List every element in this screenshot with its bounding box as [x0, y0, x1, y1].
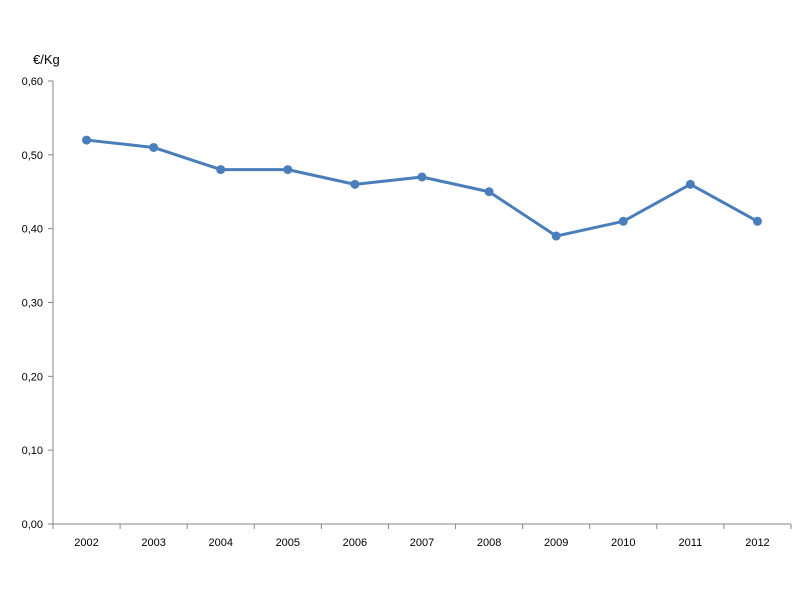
data-point	[82, 135, 92, 145]
data-point	[417, 172, 427, 182]
y-axis-label: €/Kg	[33, 52, 60, 67]
y-tick-label: 0,50	[22, 150, 43, 162]
axes	[52, 81, 791, 525]
series-group	[82, 135, 762, 241]
y-tick-label: 0,60	[22, 76, 43, 88]
data-point	[283, 165, 293, 175]
y-tick-label: 0,00	[22, 519, 43, 531]
data-point	[618, 216, 628, 226]
data-point	[484, 187, 494, 197]
x-tick-label: 2007	[410, 537, 434, 549]
x-tick-label: 2004	[208, 537, 232, 549]
y-ticks: 0,00 0,10 0,20 0,30 0,40 0,50 0,60	[22, 76, 53, 531]
x-tick-label: 2012	[745, 537, 769, 549]
data-point	[149, 142, 159, 152]
x-tick-label: 2011	[679, 537, 703, 549]
x-tick-label: 2006	[343, 537, 367, 549]
x-tick-label: 2010	[611, 537, 635, 549]
data-point	[685, 179, 695, 189]
data-point	[752, 216, 762, 226]
x-tick-label: 2008	[477, 537, 501, 549]
y-tick-label: 0,30	[22, 298, 43, 310]
y-tick-label: 0,20	[22, 371, 43, 383]
x-tick-label: 2009	[544, 537, 568, 549]
series-line	[85, 138, 759, 238]
data-point	[216, 165, 226, 175]
data-point	[551, 231, 561, 241]
x-tick-label: 2005	[276, 537, 300, 549]
data-point	[350, 179, 360, 189]
y-tick-label: 0,40	[22, 224, 43, 236]
x-tick-label: 2002	[74, 537, 98, 549]
x-tick-label: 2003	[141, 537, 165, 549]
x-ticks: 2002 2003 2004 2005 2006 2007 2008 2009 2010 2011…	[52, 524, 792, 549]
y-tick-label: 0,10	[22, 445, 43, 457]
